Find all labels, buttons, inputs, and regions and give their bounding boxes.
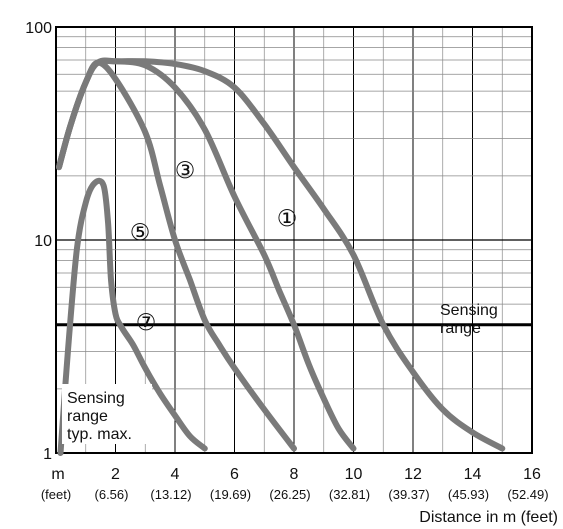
x-feet-label: (13.12) [150, 487, 191, 502]
x-axis-title: Distance in m (feet) [419, 509, 558, 526]
sensing-range-annotation: Sensing range [440, 302, 498, 337]
y-tick-label: 100 [25, 20, 52, 37]
x-feet-label: (19.69) [210, 487, 251, 502]
x-tick-labels: 2 4 6 8 10 12 14 16 [111, 466, 541, 483]
x-tick-label: 8 [290, 466, 299, 483]
series-line-4 [57, 177, 208, 456]
plot-border [55, 26, 533, 454]
x-unit-label: m [51, 466, 64, 483]
series-marker-5: ⑤ [130, 220, 151, 246]
x-feet-label: (45.93) [448, 487, 489, 502]
chart-frame [55, 26, 533, 454]
x-tick-label: 2 [111, 466, 120, 483]
y-tick-label: 1 [43, 446, 52, 463]
typ-max-label-line2: range [67, 408, 108, 425]
series-marker-3: ③ [175, 158, 196, 184]
x-feet-label: (26.25) [269, 487, 310, 502]
y-tick-labels: 1 10 100 [25, 20, 52, 463]
y-tick-label: 10 [34, 233, 52, 250]
x-feet-label: (6.56) [95, 487, 129, 502]
sensing-range-label-line2: range [440, 320, 481, 337]
x-tick-label: 16 [523, 466, 541, 483]
x-tick-label: 14 [464, 466, 482, 483]
x-feet-label: (32.81) [329, 487, 370, 502]
x-feet-labels: (6.56) (13.12) (19.69) (26.25) (32.81) (39.37… [95, 487, 549, 502]
sensing-range-label-line1: Sensing [440, 302, 498, 319]
x-feet-label: (52.49) [507, 487, 548, 502]
x-tick-label: 6 [230, 466, 239, 483]
x-tick-label: 12 [404, 466, 422, 483]
typ-max-label-line1: Sensing [67, 390, 125, 407]
series-marker-7: ⑦ [136, 310, 157, 336]
series-line-3 [56, 59, 297, 452]
sensing-range-typ-max-annotation: Sensing range typ. max. [62, 384, 152, 444]
x-feet-unit-label: (feet) [41, 487, 71, 502]
x-feet-label: (39.37) [388, 487, 429, 502]
series-curves [56, 57, 506, 456]
series-marker-1: ① [277, 206, 298, 232]
x-tick-label: 4 [171, 466, 180, 483]
annotation-background [62, 384, 152, 444]
x-tick-label: 10 [345, 466, 363, 483]
typ-max-label-line3: typ. max. [67, 426, 132, 443]
